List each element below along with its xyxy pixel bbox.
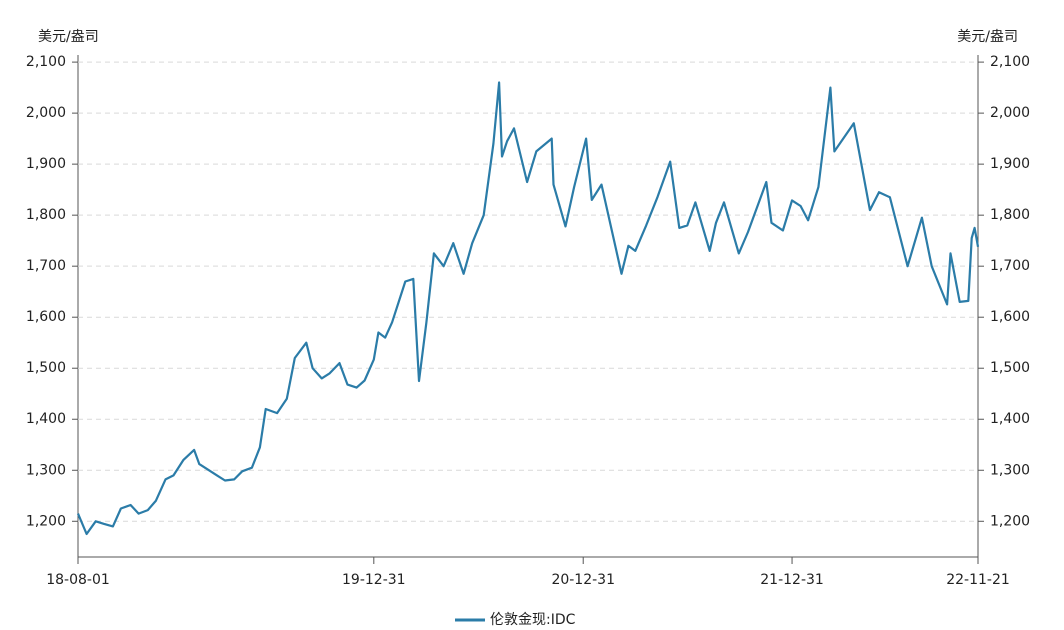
y-tick-label: 2,000	[26, 105, 66, 121]
y-tick-label: 1,500	[26, 360, 66, 376]
y-tick-label: 1,300	[26, 462, 66, 478]
x-tick-label: 19-12-31	[342, 572, 406, 588]
y2-tick-label: 2,100	[990, 54, 1030, 70]
y2-axis-title: 美元/盎司	[957, 29, 1018, 45]
y-tick-label: 1,400	[26, 411, 66, 427]
x-tick-label: 21-12-31	[760, 572, 824, 588]
y2-tick-label: 1,400	[990, 411, 1030, 427]
x-tick-label: 22-11-21	[946, 572, 1010, 588]
y-tick-label: 1,200	[26, 513, 66, 529]
y-axis-title: 美元/盎司	[38, 29, 99, 45]
y-tick-label: 1,800	[26, 207, 66, 223]
x-tick-label: 20-12-31	[551, 572, 615, 588]
y-tick-label: 2,100	[26, 54, 66, 70]
y2-tick-label: 1,200	[990, 513, 1030, 529]
legend-label: 伦敦金现:IDC	[490, 612, 576, 628]
y2-tick-label: 1,500	[990, 360, 1030, 376]
y2-tick-label: 2,000	[990, 105, 1030, 121]
y-tick-label: 1,600	[26, 309, 66, 325]
x-tick-label: 18-08-01	[46, 572, 110, 588]
y2-tick-label: 1,600	[990, 309, 1030, 325]
y2-tick-label: 1,900	[990, 156, 1030, 172]
y-tick-label: 1,900	[26, 156, 66, 172]
data-line	[76, 81, 980, 536]
y2-tick-label: 1,800	[990, 207, 1030, 223]
y2-tick-label: 1,300	[990, 462, 1030, 478]
y-tick-label: 1,700	[26, 258, 66, 274]
y2-tick-label: 1,700	[990, 258, 1030, 274]
